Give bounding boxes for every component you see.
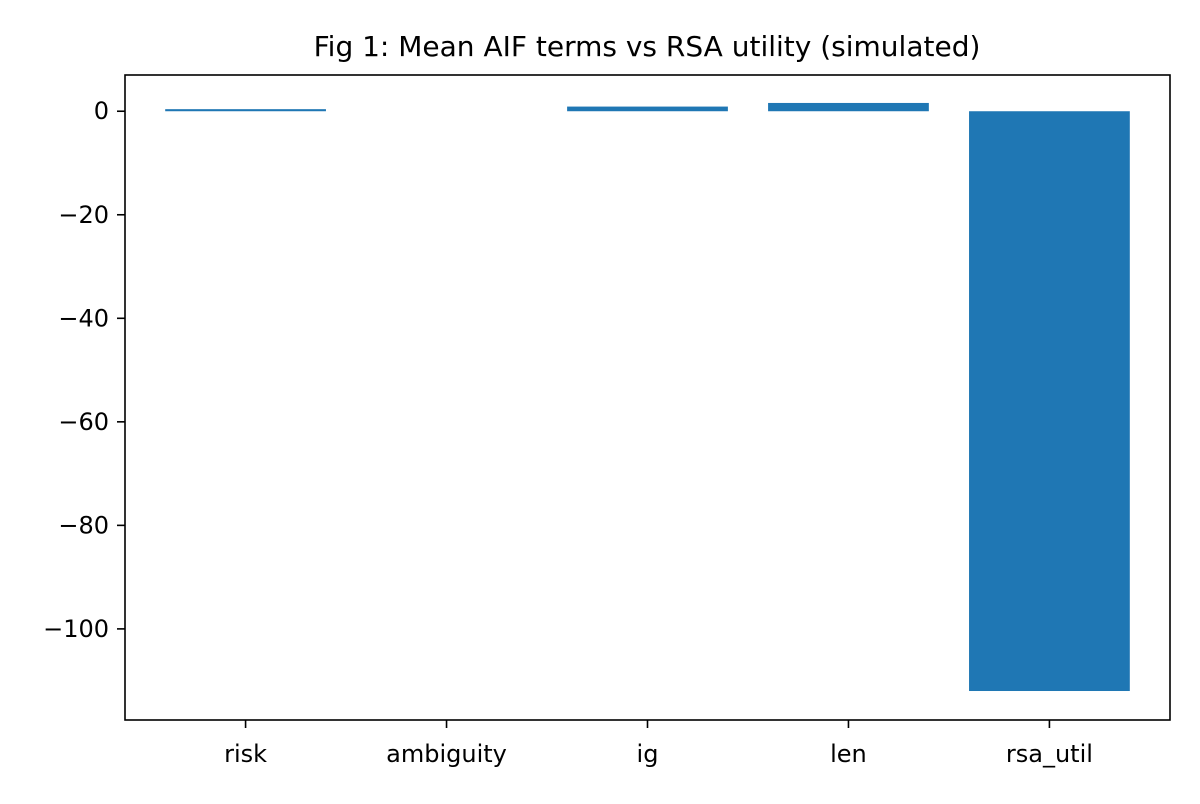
y-tick-label: −40 [58,304,109,332]
x-axis: risk ambiguity ig len rsa_util [224,720,1093,768]
bar-ig [567,106,728,112]
bar-rsa_util [969,111,1130,692]
plot-area-frame [124,74,1171,721]
chart-title: Fig 1: Mean AIF terms vs RSA utility (si… [314,30,981,63]
x-tick-label: len [830,740,867,768]
y-tick-label: −100 [43,615,109,643]
x-tick-label: risk [224,740,267,768]
bar-len [768,102,929,112]
x-tick-label: ambiguity [386,740,507,768]
y-tick-label: −80 [58,511,109,539]
x-tick-label: ig [637,740,659,768]
y-tick-label: 0 [94,97,109,125]
y-axis: 0 −20 −40 −60 −80 −100 [43,97,125,643]
x-tick-label: rsa_util [1006,740,1093,768]
y-tick-label: −20 [58,201,109,229]
y-tick-label: −60 [58,408,109,436]
bars-group [165,102,1130,692]
bar-risk [165,109,326,112]
